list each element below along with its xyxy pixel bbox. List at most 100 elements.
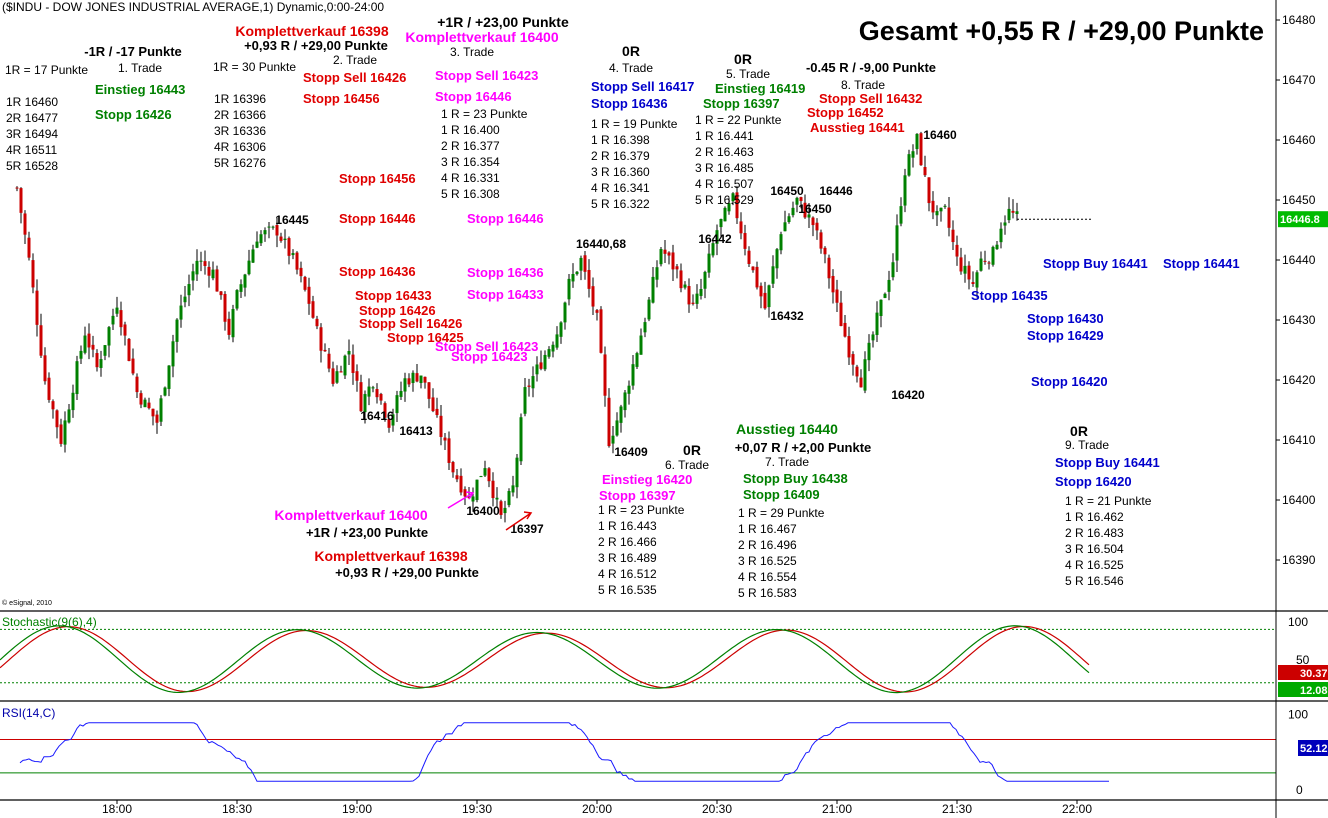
y-tick-label: 16410 [1282, 433, 1316, 447]
candle-body [703, 271, 707, 289]
candle-body [935, 211, 939, 216]
x-tick-label: 21:30 [942, 802, 972, 816]
candle-body [255, 241, 259, 248]
candle-body [383, 403, 387, 418]
trade-stop: Stopp 16452 [807, 105, 884, 120]
x-tick-label: 22:00 [1062, 802, 1092, 816]
trade-target: 2 R 16.377 [441, 139, 500, 153]
candle-body [427, 382, 431, 399]
trade-entry: Einstieg 16443 [95, 82, 185, 97]
trade-stop: Stopp 16433 [467, 287, 544, 302]
candle-body [767, 285, 771, 308]
y-tick-label: 16470 [1282, 73, 1316, 87]
candle-body [651, 276, 655, 303]
candle-body [827, 257, 831, 279]
candle-body [943, 205, 947, 207]
candle-body [199, 260, 203, 262]
candle-body [547, 349, 551, 357]
candle-body [911, 151, 915, 158]
x-tick-label: 19:30 [462, 802, 492, 816]
candle-body [71, 392, 75, 411]
candle-body [927, 177, 931, 204]
candle-body [15, 187, 19, 189]
candle-body [879, 299, 883, 317]
candle-body [451, 462, 455, 473]
y-tick-label: 16460 [1282, 133, 1316, 147]
candle-body [247, 260, 251, 275]
candle-body [899, 206, 903, 224]
candle-body [39, 325, 43, 356]
candle-body [283, 238, 287, 240]
candle-body [707, 253, 711, 273]
candle-body [215, 269, 219, 292]
trade-stop: Stopp Sell 16426 [359, 316, 462, 331]
candle-body [895, 225, 899, 261]
candle-body [647, 299, 651, 320]
candle-body [43, 355, 47, 382]
candle-body [327, 353, 331, 369]
candle-body [363, 394, 367, 413]
copyright: © eSignal, 2010 [2, 599, 52, 607]
candle-body [475, 479, 479, 501]
candle-body [455, 475, 459, 480]
candle-body [379, 393, 383, 401]
trade-sell-stop: Stopp Sell 16423 [435, 68, 538, 83]
trade-stop: Stopp 16433 [355, 288, 432, 303]
candle-body [271, 226, 275, 228]
trade-target: 5 R 16.546 [1065, 574, 1124, 588]
trade-stop: Stopp 16436 [591, 96, 668, 111]
candle-body [995, 244, 999, 250]
stop-label: Stopp 16430 [1027, 311, 1104, 326]
stoch-k-tag: 30.37 [1300, 668, 1328, 680]
candle-body [555, 334, 559, 348]
candle-body [243, 274, 247, 288]
candle-body [331, 368, 335, 384]
candle-body [287, 238, 291, 256]
candle-body [531, 376, 535, 389]
candle-body [883, 293, 887, 298]
trade-target: 4 R 16.525 [1065, 558, 1124, 572]
stoch-tick-label: 50 [1296, 653, 1310, 667]
red-arrow [505, 511, 533, 531]
trade-target: 2 R 16.496 [738, 538, 797, 552]
trade-target: 3R 16494 [6, 127, 58, 141]
candle-body [819, 232, 823, 249]
trade-result: 0R [1070, 423, 1088, 439]
trade-stop: Stopp 16397 [703, 96, 780, 111]
trade-stop: Stopp 16420 [1055, 474, 1132, 489]
candle-body [1011, 210, 1015, 213]
candle-body [667, 252, 671, 256]
candle-body [779, 234, 783, 251]
candle-body [611, 435, 615, 444]
headline: Gesamt +0,55 R / +29,00 Punkte [859, 16, 1264, 46]
candle-body [291, 253, 295, 256]
stoch-tick-label: 100 [1288, 615, 1308, 629]
trade-target: 5 R 16.322 [591, 197, 650, 211]
candle-body [227, 318, 231, 335]
trade-target: 4 R 16.507 [695, 177, 754, 191]
candle-body [195, 260, 199, 275]
trade-result: +0,07 R / +2,00 Punkte [735, 440, 872, 455]
trade-result: -1R / -17 Punkte [84, 44, 182, 59]
candle-body [503, 507, 507, 514]
candle-body [499, 501, 503, 515]
trade-result: +1R / +23,00 Punkte [437, 14, 569, 30]
trade-result: +1R / +23,00 Punkte [306, 525, 428, 540]
candle-body [791, 207, 795, 216]
candle-body [431, 397, 435, 412]
candle-body [439, 415, 443, 437]
candle-body [27, 237, 31, 258]
trade-target: 5 R 16.529 [695, 193, 754, 207]
trade-stop: Stopp 16425 [387, 330, 464, 345]
candle-body [951, 229, 955, 243]
candle-body [763, 292, 767, 309]
trade-target: 3 R 16.360 [591, 165, 650, 179]
trade-number: 3. Trade [450, 45, 494, 59]
candle-body [375, 389, 379, 398]
candle-body [51, 401, 55, 410]
rsi-title: RSI(14,C) [2, 706, 55, 720]
candle-body [619, 406, 623, 423]
candle-body [539, 362, 543, 369]
trade-result: 0R [622, 43, 640, 59]
